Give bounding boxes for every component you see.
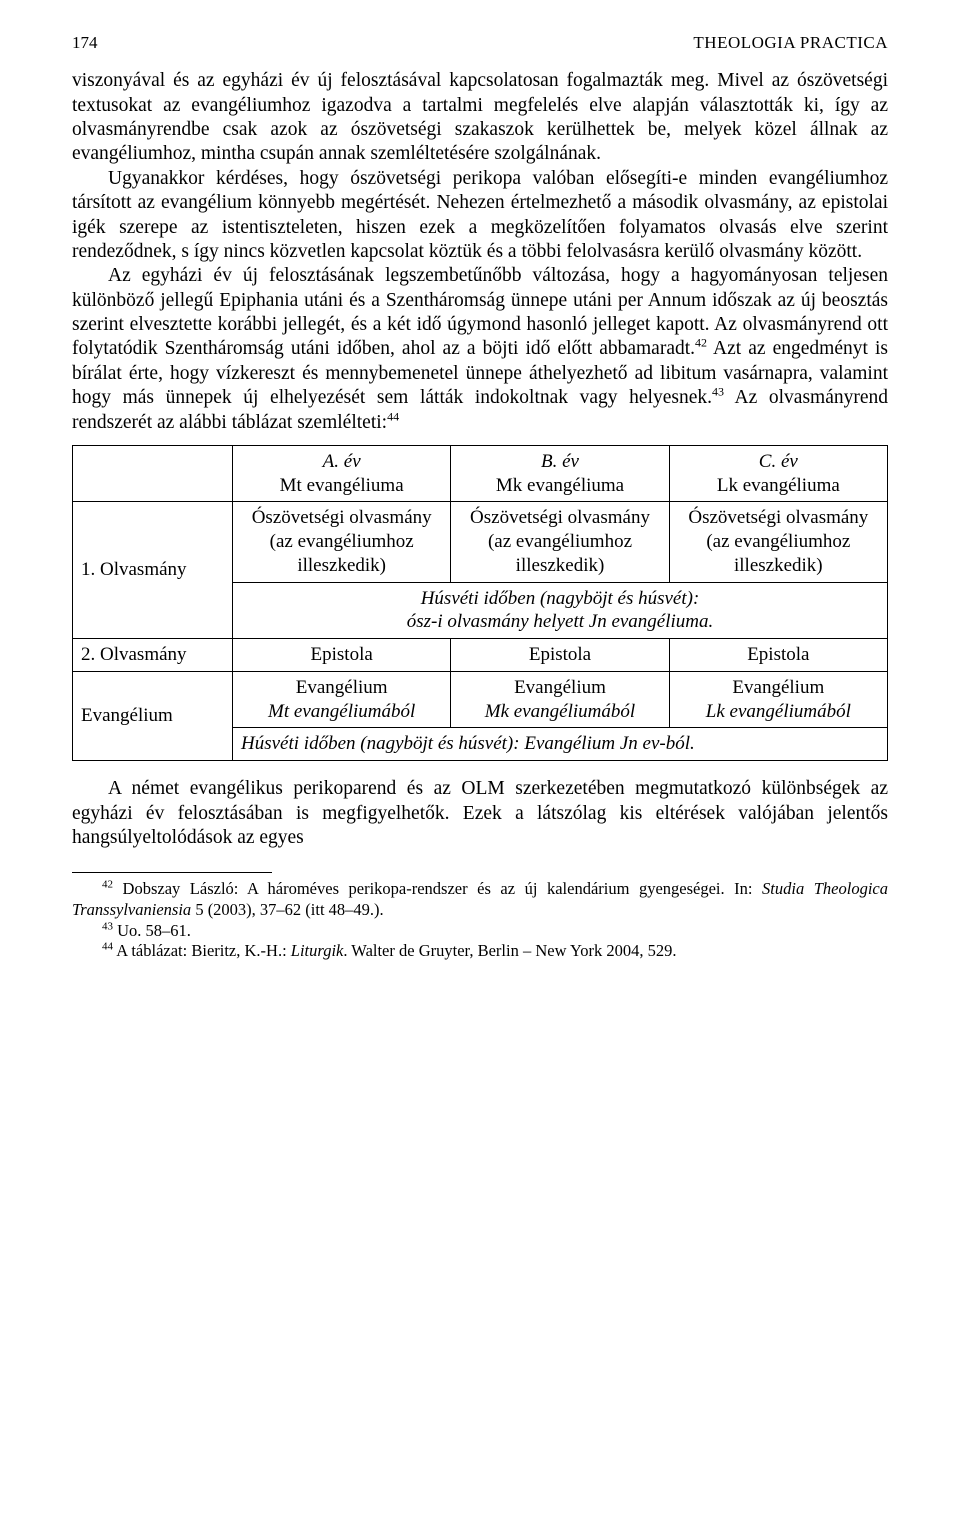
note-line: ósz-i olvasmány helyett Jn evangéliuma. [407,611,714,632]
footnote-text: A táblázat: Bieritz, K.-H.: [113,941,291,960]
table-note: Húsvéti időben (nagyböjt és húsvét): Eva… [233,728,888,761]
readings-table: A. év Mt evangéliuma B. év Mk evangélium… [72,445,888,761]
page-number: 174 [72,32,98,53]
row-label: 2. Olvasmány [73,639,233,672]
footnotes: 42 Dobszay László: A hároméves perikopa-… [72,879,888,962]
cell-title: Evangélium [296,677,388,698]
table-cell: Evangélium Lk evangéliumából [669,671,887,728]
cell-title: Evangélium [514,677,606,698]
cell-title: Evangélium [732,677,824,698]
paragraph: Ugyanakkor kérdéses, hogy ószövetségi pe… [72,167,888,265]
table-cell: B. év Mk evangéliuma [451,445,669,502]
footnote-text: Dobszay László: A hároméves perikopa-ren… [113,879,762,898]
footnote-separator [72,872,272,873]
table-cell: Evangélium Mk evangéliumából [451,671,669,728]
running-title: THEOLOGIA PRACTICA [693,32,888,53]
body-text: viszonyával és az egyházi év új felosztá… [72,69,888,435]
cell-subtitle: Mk evangéliumából [485,701,635,722]
table-cell: A. év Mt evangéliuma [233,445,451,502]
gospel-label: Mk evangéliuma [496,475,624,496]
table-cell: Epistola [669,639,887,672]
footnote: 44 A táblázat: Bieritz, K.-H.: Liturgik.… [72,941,888,962]
paragraph: Az egyházi év új felosztásának legszembe… [72,264,888,435]
footnote-text: 5 (2003), 37–62 (itt 48–49.). [191,900,383,919]
footnote-number: 44 [102,941,113,953]
footnote: 42 Dobszay László: A hároméves perikopa-… [72,879,888,920]
table-cell [73,445,233,502]
note-line: Húsvéti időben (nagyböjt és húsvét): [421,588,700,609]
table-cell: Epistola [233,639,451,672]
table-note: Húsvéti időben (nagyböjt és húsvét): ósz… [233,582,888,639]
table-row: 2. Olvasmány Epistola Epistola Epistola [73,639,888,672]
table-cell: Ószövetségi olvasmány (az evangéliumhoz … [233,502,451,582]
paragraph: A német evangélikus perikoparend és az O… [72,777,888,850]
year-label: B. év [541,451,579,472]
table-row: Evangélium Evangélium Mt evangéliumából … [73,671,888,728]
table-cell: Epistola [451,639,669,672]
row-label: 1. Olvasmány [73,502,233,639]
footnote-number: 43 [102,920,113,932]
footnote-text: Uo. 58–61. [113,921,191,940]
footnote-italic: Liturgik [291,941,344,960]
footnote-ref: 43 [712,385,724,399]
footnote-ref: 42 [695,336,707,350]
running-header: 174 THEOLOGIA PRACTICA [72,32,888,53]
year-label: A. év [323,451,361,472]
cell-subtitle: Lk evangéliumából [706,701,851,722]
table-cell: Ószövetségi olvasmány (az evangéliumhoz … [669,502,887,582]
row-label: Evangélium [73,671,233,760]
footnote-text: . Walter de Gruyter, Berlin – New York 2… [343,941,676,960]
year-label: C. év [759,451,798,472]
table-cell: Evangélium Mt evangéliumából [233,671,451,728]
table-cell: Ószövetségi olvasmány (az evangéliumhoz … [451,502,669,582]
gospel-label: Mt evangéliuma [280,475,404,496]
gospel-label: Lk evangéliuma [717,475,840,496]
body-text: A német evangélikus perikoparend és az O… [72,777,888,850]
cell-subtitle: Mt evangéliumából [268,701,415,722]
table-row: A. év Mt evangéliuma B. év Mk evangélium… [73,445,888,502]
table-row: 1. Olvasmány Ószövetségi olvasmány (az e… [73,502,888,582]
footnote-number: 42 [102,879,113,891]
footnote: 43 Uo. 58–61. [72,921,888,942]
footnote-ref: 44 [387,409,399,423]
table-cell: C. év Lk evangéliuma [669,445,887,502]
paragraph: viszonyával és az egyházi év új felosztá… [72,69,888,167]
